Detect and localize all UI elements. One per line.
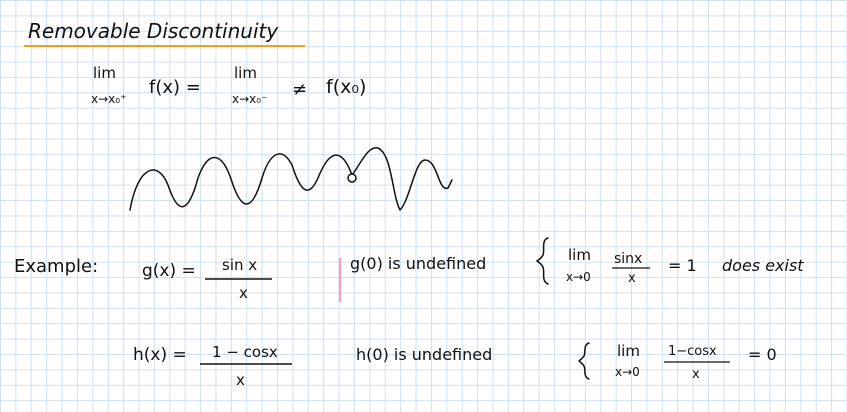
- f-of-x0: f(x₀): [326, 76, 366, 98]
- h-numerator: 1 − cosx: [212, 343, 278, 361]
- lim-right-subscript: x→x₀⁻: [232, 92, 267, 106]
- h-lim-word: lim: [617, 342, 640, 360]
- definition-expression: lim x→x₀⁺ f(x) = lim x→x₀⁻ ≠ f(x₀): [91, 64, 366, 106]
- g-lhs: g(x) =: [142, 261, 196, 281]
- g-lim-word: lim: [568, 246, 591, 264]
- removable-point-hole: [347, 173, 357, 183]
- g-undefined-text: g(0) is undefined: [350, 254, 486, 273]
- g-left-brace: [536, 237, 549, 285]
- g-does-exist: does exist: [722, 256, 804, 275]
- h-lhs: h(x) =: [133, 345, 187, 365]
- wavy-function-sketch: [129, 147, 453, 211]
- g-lim-value: = 1: [668, 256, 697, 275]
- g-lim-subscript: x→0: [566, 270, 591, 284]
- lim-right-word: lim: [234, 64, 257, 82]
- h-lim-value: = 0: [748, 345, 777, 364]
- g-lim-numerator: sinx: [614, 251, 642, 267]
- g-denominator: x: [239, 284, 248, 302]
- f-of-x: f(x) =: [149, 77, 201, 98]
- h-denominator: x: [236, 371, 245, 389]
- h-lim-numerator: 1−cosx: [668, 344, 717, 359]
- h-left-brace: [578, 342, 590, 380]
- page-title: Removable Discontinuity: [28, 19, 279, 43]
- g-lim-denominator: x: [628, 271, 636, 286]
- h-undefined-text: h(0) is undefined: [356, 345, 492, 364]
- h-lim-subscript: x→0: [615, 365, 640, 379]
- example-label: Example:: [14, 256, 98, 277]
- lim-left-subscript: x→x₀⁺: [91, 92, 126, 106]
- lim-left-word: lim: [93, 64, 116, 82]
- not-equal-sign: ≠: [292, 79, 307, 100]
- h-lim-denominator: x: [692, 367, 700, 382]
- g-numerator: sin x: [222, 256, 257, 274]
